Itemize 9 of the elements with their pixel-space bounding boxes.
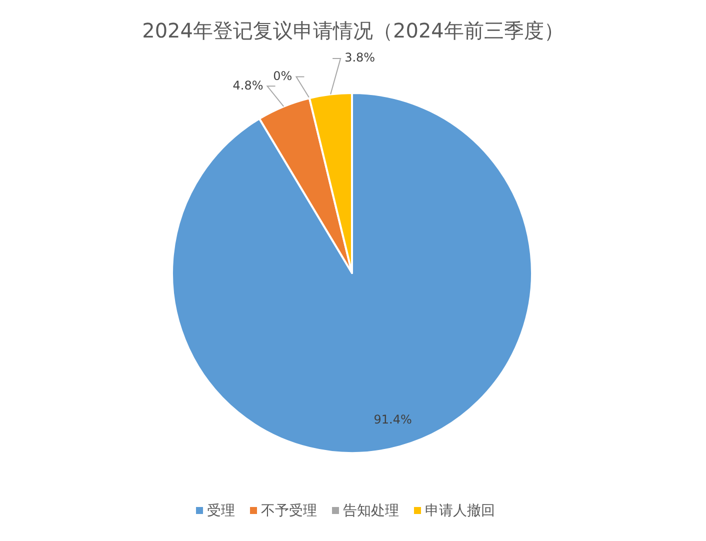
legend-label: 不予受理 <box>261 502 317 519</box>
slice: 91.4% <box>171 92 533 454</box>
data-label: 91.4% <box>374 412 412 427</box>
chart-title: 2024年登记复议申请情况（2024年前三季度） <box>142 18 564 42</box>
legend-label: 受理 <box>207 502 235 519</box>
legend-label: 申请人撤回 <box>425 502 495 519</box>
data-label: 4.8% <box>232 78 264 92</box>
legend-label: 告知处理 <box>343 502 399 519</box>
data-label: 3.8% <box>344 50 376 65</box>
